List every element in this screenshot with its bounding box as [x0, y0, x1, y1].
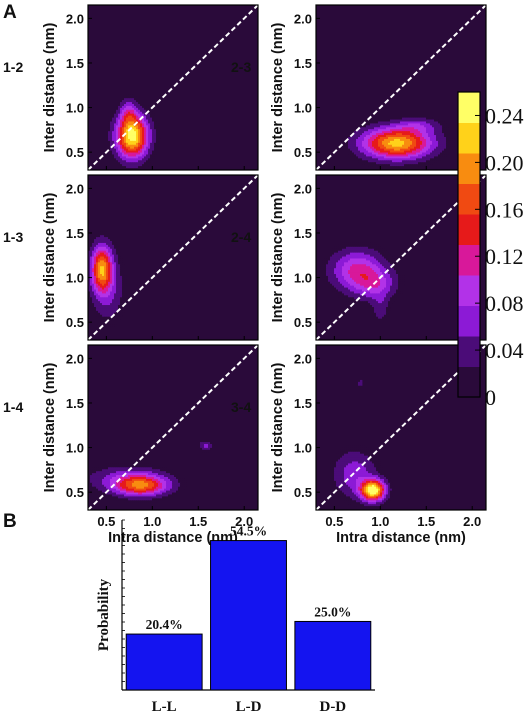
- y-tick-label: 0.5: [66, 145, 84, 160]
- pair-label: 2-3: [231, 59, 251, 75]
- bar-value-label: 54.5%: [230, 524, 267, 539]
- plot-frame: [315, 344, 487, 511]
- y-tick-label: 1.5: [294, 226, 312, 241]
- x-tick-label: 1.5: [189, 514, 207, 529]
- colorbar: 0 0.04 0.08 0.12 0.16 0.20 0.24: [457, 91, 524, 410]
- density-cells: [88, 440, 215, 503]
- bar-value-label: 25.0%: [314, 604, 351, 619]
- x-tick-label: 0.5: [97, 514, 115, 529]
- density-cells: [326, 378, 395, 509]
- y-tick-label: 0.5: [294, 485, 312, 500]
- colorbar-tick-label: 0.16: [485, 197, 524, 222]
- colorbar-band: [458, 153, 480, 184]
- colorbar-tick-label: 0.08: [485, 291, 524, 316]
- panel-b-label: B: [3, 511, 17, 532]
- y-axis-label: Inter distance (nm): [42, 192, 58, 322]
- y-tick-label: 1.0: [294, 101, 312, 116]
- bar-value-label: 20.4%: [146, 617, 183, 632]
- pair-label: 1-3: [3, 229, 23, 245]
- y-tick-label: 1.5: [294, 56, 312, 71]
- colorbar-tick-label: 0.12: [485, 244, 524, 269]
- y-tick-label: 1.0: [66, 101, 84, 116]
- colorbar-band: [458, 214, 480, 245]
- y-tick-label: 1.0: [294, 271, 312, 286]
- colorbar-tick-label: 0.24: [485, 103, 524, 128]
- x-tick-label: 2.0: [235, 514, 253, 529]
- category-label: D-D: [319, 699, 346, 714]
- category-label: L-D: [236, 699, 262, 714]
- colorbar-band: [458, 244, 480, 276]
- y-tick-label: 2.0: [66, 11, 84, 26]
- x-tick-label: 1.0: [371, 514, 389, 529]
- y-tick-label: 0.5: [294, 145, 312, 160]
- colorbar-band: [458, 336, 480, 367]
- plot-frame: [87, 174, 259, 341]
- panel-a-label: A: [3, 2, 17, 23]
- colorbar-band: [458, 366, 480, 398]
- y-axis-label: Inter distance (nm): [270, 22, 286, 152]
- colorbar-band: [458, 92, 480, 123]
- x-axis-label: Intra distance (nm): [336, 530, 466, 546]
- y-tick-label: 1.0: [66, 271, 84, 286]
- y-tick-label: 2.0: [66, 351, 84, 366]
- x-tick-label: 1.5: [417, 514, 435, 529]
- y-axis-label: Inter distance (nm): [270, 192, 286, 322]
- colorbar-band: [458, 122, 480, 154]
- category-label: L-L: [152, 699, 177, 714]
- pair-label: 1-2: [3, 59, 23, 75]
- bar-L-L: [125, 633, 203, 691]
- bar-L-D: [210, 540, 287, 691]
- x-tick-label: 0.5: [325, 514, 343, 529]
- plot-frame: [87, 344, 259, 511]
- colorbar-tick-label: 0.04: [485, 338, 524, 363]
- density-cells: [88, 231, 127, 329]
- y-axis-label: Inter distance (nm): [270, 362, 286, 492]
- y-tick-label: 2.0: [66, 181, 84, 196]
- y-tick-label: 2.0: [294, 11, 312, 26]
- colorbar-tick-label: 0: [485, 385, 496, 410]
- y-tick-label: 1.5: [66, 396, 84, 411]
- colorbar-tick-label: 0.20: [485, 150, 524, 175]
- plot-frame: [315, 4, 487, 171]
- plot-frame: [87, 4, 259, 171]
- density-cells: [340, 115, 455, 171]
- pair-label: 1-4: [3, 399, 23, 415]
- y-tick-label: 2.0: [294, 351, 312, 366]
- pair-label: 3-4: [231, 399, 251, 415]
- y-tick-label: 0.5: [66, 485, 84, 500]
- x-tick-label: 1.0: [143, 514, 161, 529]
- x-axis-label: Intra distance (nm): [108, 530, 238, 546]
- y-tick-label: 2.0: [294, 181, 312, 196]
- y-axis-label: Inter distance (nm): [42, 22, 58, 152]
- bar-D-D: [294, 620, 372, 691]
- y-tick-label: 1.0: [66, 441, 84, 456]
- x-tick-label: 2.0: [463, 514, 481, 529]
- y-tick-label: 1.5: [66, 56, 84, 71]
- colorbar-band: [458, 305, 480, 337]
- pair-label: 2-4: [231, 229, 251, 245]
- density-cells: [318, 241, 407, 325]
- density-cells: [104, 94, 161, 171]
- y-tick-label: 0.5: [294, 315, 312, 330]
- y-tick-label: 1.5: [66, 226, 84, 241]
- y-tick-label: 0.5: [66, 315, 84, 330]
- colorbar-band: [458, 183, 480, 215]
- bar-y-axis-label: Probability: [96, 578, 112, 651]
- colorbar-band: [458, 275, 480, 306]
- plot-frame: [315, 174, 487, 341]
- y-tick-label: 1.5: [294, 396, 312, 411]
- y-axis-label: Inter distance (nm): [42, 362, 58, 492]
- bar-chart: 20.4% L-L 54.5% L-D 25.0% D-D Probability: [96, 519, 375, 714]
- y-tick-label: 1.0: [294, 441, 312, 456]
